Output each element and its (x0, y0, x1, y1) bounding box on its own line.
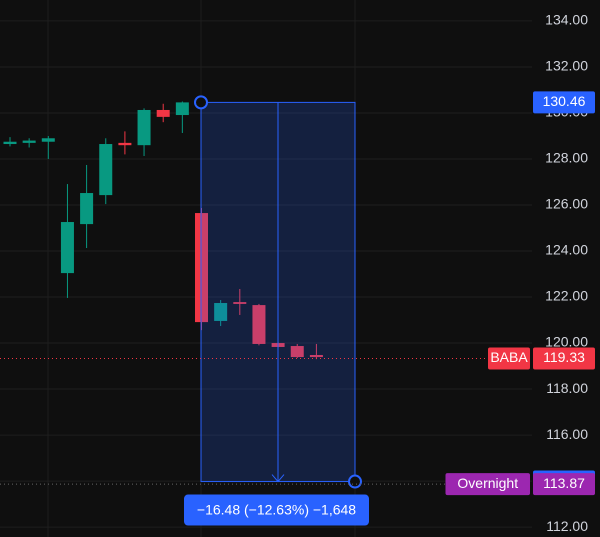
candle-body (60, 222, 74, 274)
price-label: 119.33 (543, 349, 585, 365)
y-tick-label: 126.00 (545, 196, 588, 212)
y-tick-label: 116.00 (546, 426, 588, 442)
candle-body (252, 305, 266, 344)
candle-body (118, 142, 132, 146)
price-name: Overnight (457, 475, 518, 491)
measure-arrowhead (271, 474, 285, 483)
measure-handle (348, 474, 362, 489)
candle-body (290, 346, 304, 358)
candle-body (309, 355, 323, 358)
candle-body (233, 302, 247, 304)
candle-body (3, 141, 17, 145)
price-label-box (533, 91, 595, 114)
price-name: BABA (490, 349, 528, 365)
candle-body (137, 109, 151, 146)
candle-body (214, 303, 228, 321)
candle-body (22, 140, 36, 143)
y-tick-label: 118.00 (546, 380, 588, 396)
price-name-box (488, 347, 530, 370)
y-tick-label: 132.00 (545, 58, 588, 74)
y-tick-label: 122.00 (545, 288, 588, 304)
candle-body (80, 193, 94, 225)
y-tick-label: 112.00 (546, 518, 588, 534)
measure-label-box (184, 494, 369, 526)
y-tick-label: 124.00 (545, 242, 588, 258)
candle-body (156, 109, 170, 117)
price-label-box (533, 347, 595, 370)
candle-body (99, 144, 113, 196)
price-name-box (445, 473, 530, 496)
y-tick-label: 128.00 (545, 150, 588, 166)
y-tick-label: 120.00 (545, 334, 588, 350)
y-tick-label: 134.00 (545, 12, 588, 28)
candle-body (175, 102, 189, 116)
candle-body (41, 138, 55, 142)
measure-handle (194, 95, 208, 110)
measure-label: −16.48 (−12.63%) −1,648 (197, 501, 356, 517)
price-label: 113.87 (543, 475, 585, 491)
price-label: 130.46 (543, 93, 586, 109)
price-label-box (533, 473, 595, 496)
